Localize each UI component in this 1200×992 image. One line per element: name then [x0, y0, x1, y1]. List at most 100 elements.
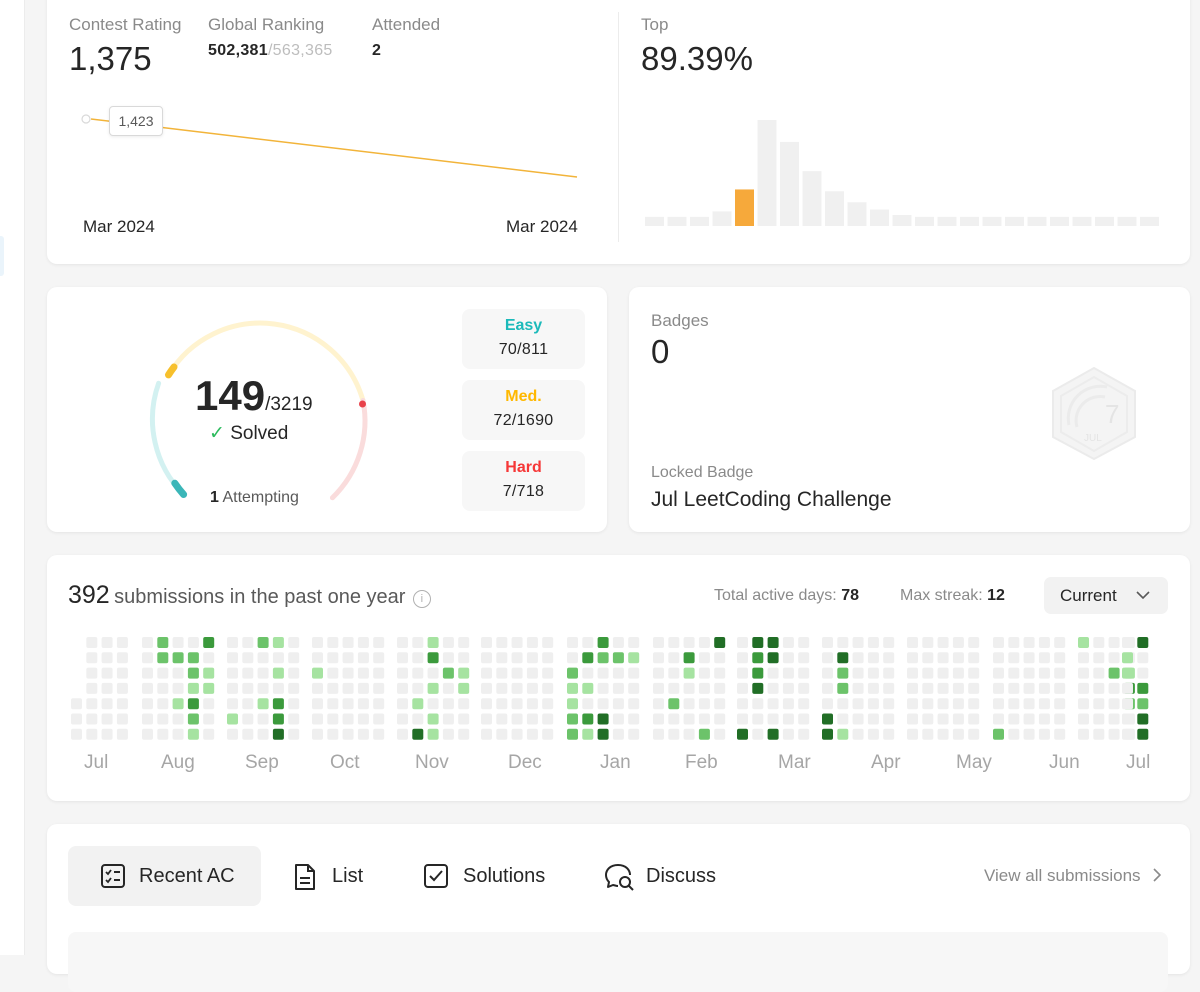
histogram-bar[interactable] [982, 216, 1002, 226]
heatmap-cell[interactable] [907, 652, 918, 664]
heatmap-cell[interactable] [867, 637, 879, 648]
heatmap-cell[interactable] [412, 652, 424, 664]
heatmap-cell[interactable] [767, 713, 779, 725]
histogram-bar[interactable] [937, 216, 957, 226]
heatmap-cell[interactable] [668, 637, 680, 648]
heatmap-cell[interactable] [312, 713, 323, 725]
heatmap-cell[interactable] [427, 713, 439, 725]
heatmap-cell[interactable] [968, 682, 980, 694]
heatmap-cell[interactable] [442, 682, 454, 694]
heatmap-cell[interactable] [1108, 682, 1120, 694]
heatmap-cell[interactable] [1137, 698, 1149, 710]
heatmap-cell[interactable] [714, 637, 726, 648]
histogram-bar[interactable] [690, 216, 709, 226]
heatmap-cell[interactable] [511, 667, 523, 679]
heatmap-cell[interactable] [714, 713, 726, 725]
heatmap-cell[interactable] [937, 667, 949, 679]
heatmap-cell[interactable] [582, 637, 594, 648]
heatmap-cell[interactable] [582, 682, 594, 694]
heatmap-cell[interactable] [397, 652, 408, 664]
heatmap-cell[interactable] [798, 652, 810, 664]
heatmap-cell[interactable] [1122, 637, 1133, 648]
heatmap-cell[interactable] [172, 682, 184, 694]
heatmap-cell[interactable] [952, 698, 964, 710]
histogram-bar[interactable] [892, 215, 912, 226]
heatmap-cell[interactable] [714, 698, 726, 710]
heatmap-cell[interactable] [203, 652, 215, 664]
histogram-bar[interactable] [960, 216, 979, 226]
heatmap-cell[interactable] [312, 652, 323, 664]
heatmap-cell[interactable] [357, 652, 369, 664]
heatmap-cell[interactable] [526, 652, 538, 664]
heatmap-cell[interactable] [142, 698, 153, 710]
heatmap-cell[interactable] [397, 698, 408, 710]
heatmap-cell[interactable] [458, 637, 470, 648]
heatmap-cell[interactable] [101, 637, 113, 648]
heatmap-cell[interactable] [767, 667, 779, 679]
heatmap-cell[interactable] [952, 637, 964, 648]
heatmap-cell[interactable] [157, 698, 169, 710]
heatmap-cell[interactable] [357, 637, 369, 648]
heatmap-cell[interactable] [737, 682, 748, 694]
heatmap-cell[interactable] [567, 728, 578, 740]
heatmap-cell[interactable] [511, 713, 523, 725]
heatmap-cell[interactable] [907, 728, 918, 740]
heatmap-cell[interactable] [1054, 713, 1066, 725]
heatmap-cell[interactable] [101, 728, 113, 740]
heatmap-cell[interactable] [542, 682, 554, 694]
heatmap-cell[interactable] [653, 652, 664, 664]
heatmap-cell[interactable] [203, 682, 215, 694]
heatmap-cell[interactable] [782, 682, 794, 694]
heatmap-cell[interactable] [373, 713, 385, 725]
heatmap-cell[interactable] [837, 682, 849, 694]
histogram-bar[interactable] [1095, 216, 1114, 226]
heatmap-cell[interactable] [172, 652, 184, 664]
heatmap-cell[interactable] [427, 728, 439, 740]
heatmap-cell[interactable] [907, 682, 918, 694]
heatmap-cell[interactable] [1108, 698, 1120, 710]
heatmap-cell[interactable] [357, 667, 369, 679]
heatmap-cell[interactable] [227, 637, 238, 648]
heatmap-cell[interactable] [116, 652, 128, 664]
heatmap-cell[interactable] [1038, 667, 1050, 679]
heatmap-cell[interactable] [737, 667, 748, 679]
heatmap-cell[interactable] [937, 698, 949, 710]
heatmap-cell[interactable] [752, 728, 764, 740]
heatmap-cell[interactable] [867, 728, 879, 740]
heatmap-cell[interactable] [142, 713, 153, 725]
heatmap-cell[interactable] [628, 637, 640, 648]
heatmap-cell[interactable] [71, 728, 82, 740]
heatmap-cell[interactable] [427, 682, 439, 694]
heatmap-cell[interactable] [937, 728, 949, 740]
histogram-bar[interactable] [780, 141, 799, 226]
heatmap-cell[interactable] [116, 713, 128, 725]
heatmap-cell[interactable] [242, 682, 254, 694]
heatmap-cell[interactable] [1038, 637, 1050, 648]
heatmap-cell[interactable] [922, 698, 934, 710]
heatmap-cell[interactable] [496, 728, 508, 740]
tab-recent-ac[interactable]: Recent AC [68, 846, 261, 906]
heatmap-cell[interactable] [526, 667, 538, 679]
heatmap-cell[interactable] [852, 682, 864, 694]
heatmap-cell[interactable] [822, 682, 833, 694]
heatmap-cell[interactable] [342, 698, 354, 710]
heatmap-cell[interactable] [86, 728, 98, 740]
heatmap-cell[interactable] [993, 698, 1004, 710]
heatmap-cell[interactable] [342, 637, 354, 648]
heatmap-cell[interactable] [172, 637, 184, 648]
heatmap-cell[interactable] [1008, 667, 1020, 679]
heatmap-cell[interactable] [1078, 728, 1089, 740]
heatmap-cell[interactable] [1078, 698, 1089, 710]
heatmap-cell[interactable] [142, 682, 153, 694]
heatmap-cell[interactable] [427, 652, 439, 664]
heatmap-cell[interactable] [71, 713, 82, 725]
histogram-bar[interactable] [915, 216, 934, 226]
heatmap-cell[interactable] [867, 713, 879, 725]
heatmap-cell[interactable] [683, 652, 695, 664]
heatmap-cell[interactable] [1054, 652, 1066, 664]
heatmap-cell[interactable] [968, 698, 980, 710]
heatmap-cell[interactable] [837, 728, 849, 740]
heatmap-cell[interactable] [288, 652, 300, 664]
heatmap-cell[interactable] [1093, 682, 1105, 694]
heatmap-cell[interactable] [1078, 637, 1089, 648]
